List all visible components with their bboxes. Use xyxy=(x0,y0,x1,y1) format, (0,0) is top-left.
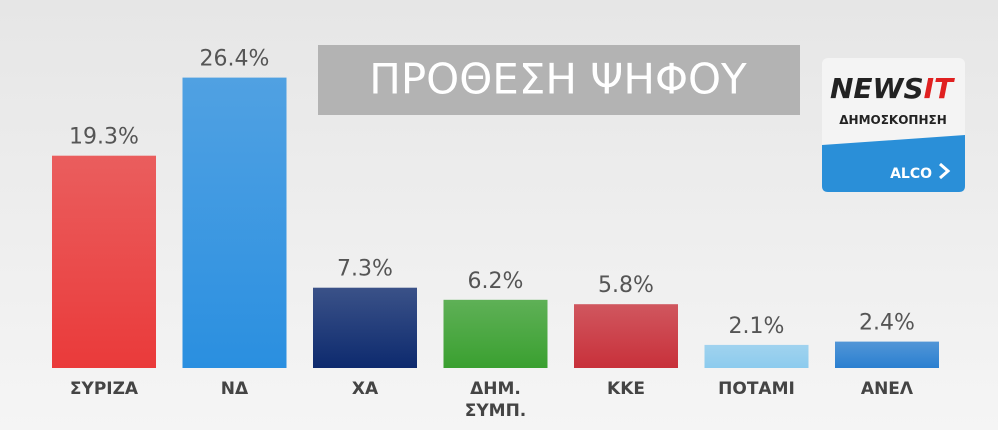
bar xyxy=(52,155,156,368)
value-label: 5.8% xyxy=(598,273,654,298)
chart-title: ΠΡΟΘΕΣΗ ΨΗΦΟΥ xyxy=(369,55,747,104)
value-label: 26.4% xyxy=(200,47,270,72)
value-label: 6.2% xyxy=(468,269,524,294)
x-tick-label: ΠΟΤΑΜΙ xyxy=(718,379,795,399)
logo-subtitle: ΔΗΜΟΣΚΟΠΗΣΗ xyxy=(839,113,947,127)
x-tick-label: ΚΚΕ xyxy=(607,379,645,399)
bar xyxy=(704,344,809,368)
value-label: 2.4% xyxy=(859,311,915,336)
bar xyxy=(574,304,678,368)
x-tick-label: ΔΗΜ. ΣΥΜΠ. xyxy=(464,379,527,421)
bar xyxy=(313,287,417,368)
x-tick-label: ΑΝΕΛ xyxy=(860,379,914,399)
bar xyxy=(443,299,548,368)
logo-brand: NEWSIT xyxy=(830,72,955,105)
title-band xyxy=(318,45,800,115)
value-label: 19.3% xyxy=(69,125,139,150)
x-tick-label: ΝΔ xyxy=(220,379,249,399)
logo-brand-accent: IT xyxy=(924,72,955,105)
logo-brand-text: NEWS xyxy=(830,72,924,105)
x-tick-label: ΧΑ xyxy=(351,379,379,399)
value-label: 7.3% xyxy=(337,257,393,282)
bar xyxy=(835,341,939,368)
x-tick-label: ΣΥΡΙΖΑ xyxy=(69,379,139,399)
logo-band xyxy=(822,135,965,192)
value-label: 2.1% xyxy=(729,314,785,339)
logo-pollster: ALCO xyxy=(890,166,932,182)
logo-arrow xyxy=(939,162,951,180)
bar xyxy=(182,77,287,368)
logo: NEWSIT ΔΗΜΟΣΚΟΠΗΣΗ ALCO xyxy=(822,58,965,192)
